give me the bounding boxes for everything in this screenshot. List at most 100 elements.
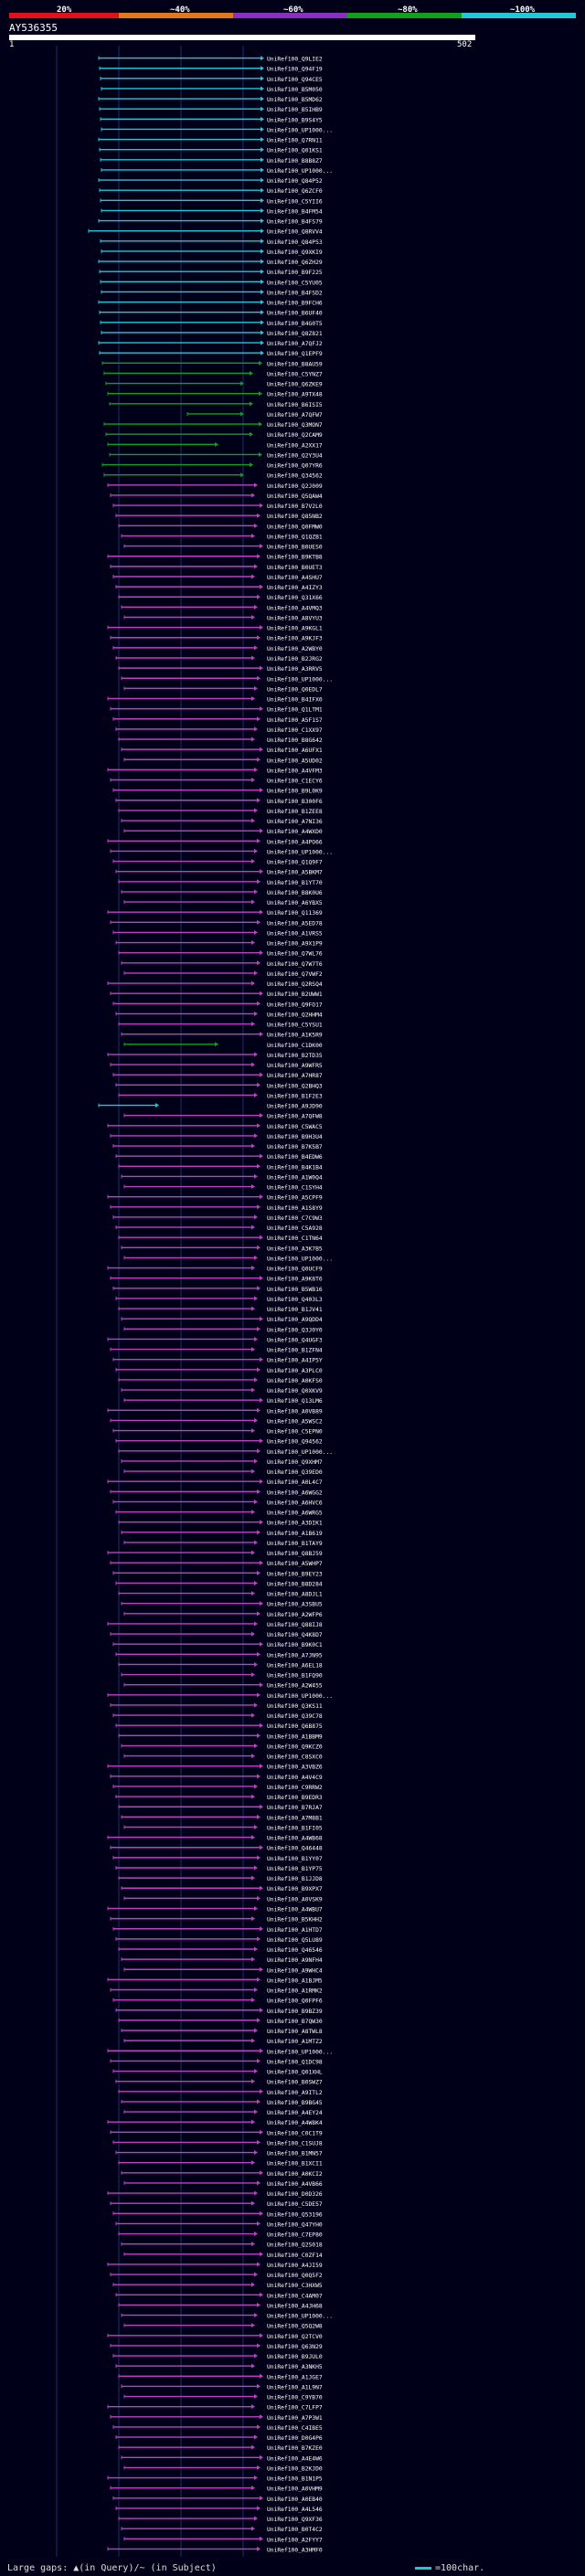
hit-label[interactable]: UniRef100_A2WBY0	[267, 646, 323, 652]
hit-label[interactable]: UniRef100_Q31X66	[267, 595, 323, 601]
hit-label[interactable]: UniRef100_A9JD90	[267, 1104, 323, 1110]
hit-label[interactable]: UniRef100_B9H3U4	[267, 1134, 323, 1140]
hit-label[interactable]: UniRef100_A4EY24	[267, 2110, 323, 2116]
hit-label[interactable]: UniRef100_Q6ZKE9	[267, 382, 323, 388]
hit-label[interactable]: UniRef100_B9FCH6	[267, 301, 323, 307]
hit-label[interactable]: UniRef100_Q2CAM9	[267, 432, 323, 439]
hit-label[interactable]: UniRef100_B4FSD2	[267, 290, 323, 296]
hit-label[interactable]: UniRef100_A3SBU5	[267, 1602, 323, 1608]
hit-label[interactable]: UniRef100_A9WFR5	[267, 1063, 323, 1069]
hit-label[interactable]: UniRef100_B5KHH2	[267, 1917, 323, 1924]
hit-label[interactable]: UniRef100_Q5Q2W8	[267, 2324, 323, 2330]
hit-label[interactable]: UniRef100_A6UFX1	[267, 747, 323, 754]
hit-label[interactable]: UniRef100_B8AU59	[267, 361, 323, 367]
hit-label[interactable]: UniRef100_B0UET3	[267, 565, 323, 571]
hit-label[interactable]: UniRef100_B300F6	[267, 799, 323, 805]
hit-label[interactable]: UniRef100_B9JUL0	[267, 2354, 323, 2360]
hit-label[interactable]: UniRef100_A7JN95	[267, 1652, 323, 1659]
hit-label[interactable]: UniRef100_A0KFS0	[267, 1378, 323, 1384]
hit-label[interactable]: UniRef100_A8VYU3	[267, 615, 323, 621]
hit-label[interactable]: UniRef100_B9L0K9	[267, 789, 323, 795]
hit-label[interactable]: UniRef100_A9NFH4	[267, 1957, 323, 1964]
hit-label[interactable]: UniRef100_A4VFM3	[267, 768, 323, 774]
hit-label[interactable]: UniRef100_A0VHM9	[267, 2486, 323, 2493]
hit-label[interactable]: UniRef100_Q88IJ8	[267, 1622, 323, 1628]
hit-label[interactable]: UniRef100_Q85NB2	[267, 514, 323, 520]
hit-label[interactable]: UniRef100_A1JGE7	[267, 2374, 323, 2380]
hit-label[interactable]: UniRef100_A0KCI2	[267, 2171, 323, 2178]
hit-label[interactable]: UniRef100_Q7VWF2	[267, 971, 323, 978]
hit-label[interactable]: UniRef100_A6YBX5	[267, 900, 323, 906]
hit-label[interactable]: UniRef100_Q46546	[267, 1947, 323, 1954]
hit-label[interactable]: UniRef100_A8TWL8	[267, 2029, 323, 2035]
hit-label[interactable]: UniRef100_B1XCI1	[267, 2161, 323, 2168]
hit-label[interactable]: UniRef100_A3VBZ6	[267, 1765, 323, 1771]
hit-label[interactable]: UniRef100_Q0EDL7	[267, 686, 323, 693]
hit-label[interactable]: UniRef100_Q6ZH29	[267, 260, 323, 266]
hit-label[interactable]: UniRef100_A4JI59	[267, 2263, 323, 2269]
hit-label[interactable]: UniRef100_Q2S018	[267, 2242, 323, 2249]
hit-label[interactable]: UniRef100_Q1EPF9	[267, 351, 323, 357]
hit-label[interactable]: UniRef100_B7V2L0	[267, 504, 323, 510]
hit-label[interactable]: UniRef100_A4W8K4	[267, 2120, 323, 2126]
hit-label[interactable]: UniRef100_B9BZ39	[267, 2009, 323, 2015]
hit-label[interactable]: UniRef100_A0EB40	[267, 2496, 323, 2503]
hit-label[interactable]: UniRef100_Q39ED0	[267, 1469, 323, 1476]
hit-label[interactable]: UniRef100_A1S8Y9	[267, 1205, 323, 1212]
hit-label[interactable]: UniRef100_A6WGG2	[267, 1489, 323, 1496]
hit-label[interactable]: UniRef100_Q8BJ59	[267, 1551, 323, 1557]
hit-label[interactable]: UniRef100_Q1QZB1	[267, 534, 323, 540]
hit-label[interactable]: UniRef100_Q9XKI9	[267, 249, 323, 256]
hit-label[interactable]: UniRef100_A4V4C9	[267, 1775, 323, 1781]
hit-label[interactable]: UniRef100_A7QFJ2	[267, 341, 323, 347]
hit-label[interactable]: UniRef100_A6WRG5	[267, 1511, 323, 1517]
hit-label[interactable]: UniRef100_C0ZF14	[267, 2253, 323, 2259]
hit-label[interactable]: UniRef100_B9F225	[267, 270, 323, 276]
hit-label[interactable]: UniRef100_Q7RN11	[267, 138, 323, 144]
hit-label[interactable]: UniRef100_A4JH68	[267, 2303, 323, 2309]
hit-label[interactable]: UniRef100_Q39C78	[267, 1713, 323, 1720]
hit-label[interactable]: UniRef100_Q11369	[267, 910, 323, 917]
hit-label[interactable]: UniRef100_Q5LU89	[267, 1937, 323, 1944]
hit-label[interactable]: UniRef100_B8G642	[267, 737, 323, 744]
hit-label[interactable]: UniRef100_A1W0Q4	[267, 1174, 323, 1181]
hit-label[interactable]: UniRef100_UP1000...	[267, 2049, 333, 2055]
hit-label[interactable]: UniRef100_C5WAC5	[267, 1124, 323, 1130]
hit-label[interactable]: UniRef100_A4WB68	[267, 1836, 323, 1842]
hit-label[interactable]: UniRef100_B8D284	[267, 1581, 323, 1587]
hit-label[interactable]: UniRef100_A4WBU7	[267, 1906, 323, 1913]
hit-label[interactable]: UniRef100_C3HXW5	[267, 2283, 323, 2289]
hit-label[interactable]: UniRef100_Q84P53	[267, 239, 323, 246]
hit-label[interactable]: UniRef100_Q9KCZ0	[267, 1744, 323, 1750]
hit-label[interactable]: UniRef100_A3HMF0	[267, 2547, 323, 2553]
hit-label[interactable]: UniRef100_B1ZEE8	[267, 809, 323, 815]
hit-label[interactable]: UniRef100_B9EY23	[267, 1571, 323, 1577]
hit-label[interactable]: UniRef100_A4L546	[267, 2507, 323, 2513]
hit-label[interactable]: UniRef100_B7RJA7	[267, 1805, 323, 1811]
hit-label[interactable]: UniRef100_B1YY07	[267, 1856, 323, 1862]
hit-label[interactable]: UniRef100_C1SUJ8	[267, 2140, 323, 2147]
hit-label[interactable]: UniRef100_UP1000...	[267, 168, 333, 175]
hit-label[interactable]: UniRef100_B6ISI5	[267, 402, 323, 408]
hit-label[interactable]: UniRef100_Q4UGF3	[267, 1337, 323, 1343]
hit-label[interactable]: UniRef100_A3DIK1	[267, 1521, 323, 1527]
hit-label[interactable]: UniRef100_A9ITL2	[267, 2090, 323, 2096]
hit-label[interactable]: UniRef100_B1N1P5	[267, 2476, 323, 2483]
hit-label[interactable]: UniRef100_A7QFW7	[267, 412, 323, 419]
hit-label[interactable]: UniRef100_A2FYY7	[267, 2537, 323, 2543]
hit-label[interactable]: UniRef100_A5WHP7	[267, 1561, 323, 1567]
hit-label[interactable]: UniRef100_Q9XHM7	[267, 1459, 323, 1466]
hit-label[interactable]: UniRef100_C1TN64	[267, 1235, 323, 1242]
hit-label[interactable]: UniRef100_Q3J0Y0	[267, 1327, 323, 1333]
hit-label[interactable]: UniRef100_C1SYH4	[267, 1185, 323, 1192]
hit-label[interactable]: UniRef100_Q1DC98	[267, 2059, 323, 2065]
hit-label[interactable]: UniRef100_A1VRS5	[267, 930, 323, 937]
hit-label[interactable]: UniRef100_A5CPF9	[267, 1195, 323, 1202]
hit-label[interactable]: UniRef100_A7QFW8	[267, 1114, 323, 1120]
hit-label[interactable]: UniRef100_Q7WL76	[267, 951, 323, 958]
hit-label[interactable]: UniRef100_A9KGL1	[267, 626, 323, 632]
hit-label[interactable]: UniRef100_A9TX48	[267, 392, 323, 398]
hit-label[interactable]: UniRef100_Q1LTM1	[267, 707, 323, 714]
hit-label[interactable]: UniRef100_Q8RVV4	[267, 229, 323, 236]
hit-label[interactable]: UniRef100_A0VB89	[267, 1408, 323, 1415]
